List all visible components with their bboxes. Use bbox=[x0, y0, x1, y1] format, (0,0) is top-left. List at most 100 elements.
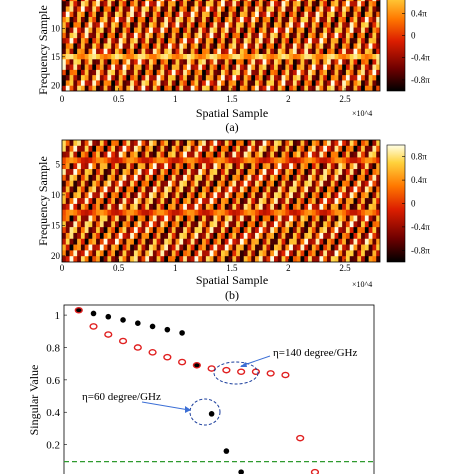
heatmap-cell bbox=[304, 215, 309, 222]
heatmap-cell bbox=[160, 186, 165, 193]
heatmap-cell bbox=[274, 54, 279, 60]
heatmap-cell bbox=[126, 38, 131, 44]
heatmap-cell bbox=[152, 198, 157, 205]
heatmap-cell bbox=[65, 145, 70, 152]
heatmap-cell bbox=[308, 256, 313, 262]
heatmap-cell bbox=[111, 151, 116, 158]
heatmap-cell bbox=[243, 80, 248, 87]
heatmap-cell bbox=[289, 69, 294, 76]
heatmap-cell bbox=[118, 174, 123, 181]
heatmap-cell bbox=[126, 1, 131, 7]
heatmap-cell bbox=[361, 54, 366, 60]
heatmap-cell bbox=[304, 75, 309, 81]
heatmap-cell bbox=[323, 169, 328, 176]
heatmap-cell bbox=[171, 80, 176, 87]
heatmap-cell bbox=[342, 27, 347, 34]
heatmap-cell bbox=[156, 238, 161, 245]
y-tick-label: 15 bbox=[51, 220, 61, 230]
heatmap-cell bbox=[262, 192, 267, 199]
heatmap-cell bbox=[285, 157, 290, 164]
heatmap-cell bbox=[77, 244, 82, 251]
heatmap-cell bbox=[80, 192, 86, 199]
heatmap-cell bbox=[69, 203, 74, 211]
heatmap-cell bbox=[175, 238, 180, 245]
heatmap-cell bbox=[368, 64, 373, 71]
heatmap-cell bbox=[209, 198, 214, 205]
heatmap-cell bbox=[179, 0, 184, 2]
heatmap-cell bbox=[353, 180, 358, 187]
heatmap-cell bbox=[194, 209, 199, 216]
heatmap-cell bbox=[88, 232, 93, 240]
heatmap-cell bbox=[221, 17, 226, 23]
heatmap-cell bbox=[221, 22, 226, 28]
heatmap-cell bbox=[171, 163, 176, 170]
heatmap-cell bbox=[99, 244, 104, 251]
heatmap-cell bbox=[69, 227, 74, 234]
heatmap-cell bbox=[213, 209, 218, 216]
heatmap-cell bbox=[115, 64, 120, 71]
heatmap-cell bbox=[319, 27, 324, 34]
heatmap-cell bbox=[65, 163, 70, 170]
heatmap-cell bbox=[228, 157, 233, 164]
heatmap-cell bbox=[266, 140, 271, 147]
heatmap-cell bbox=[311, 198, 316, 205]
x-tick-label: 2 bbox=[286, 263, 291, 273]
heatmap-cell bbox=[115, 198, 120, 205]
heatmap-cell bbox=[92, 163, 97, 170]
heatmap-cell bbox=[130, 157, 135, 164]
heatmap-cell bbox=[69, 186, 74, 193]
heatmap-cell bbox=[202, 140, 207, 147]
heatmap-cell bbox=[236, 0, 241, 2]
heatmap-cell bbox=[186, 0, 192, 2]
heatmap-cell bbox=[84, 151, 89, 158]
heatmap-cell bbox=[186, 238, 192, 245]
heatmap-cell bbox=[88, 59, 93, 65]
heatmap-cell bbox=[232, 48, 237, 55]
heatmap-cell bbox=[255, 43, 260, 50]
heatmap-cell bbox=[92, 221, 97, 228]
heatmap-cell bbox=[103, 250, 108, 257]
heatmap-cell bbox=[281, 227, 286, 234]
heatmap-cell bbox=[247, 0, 252, 2]
heatmap-cell bbox=[209, 43, 214, 50]
heatmap-cell bbox=[232, 221, 237, 228]
heatmap-cell bbox=[149, 221, 154, 228]
heatmap-cell bbox=[198, 59, 203, 65]
heatmap-cell bbox=[62, 250, 67, 257]
heatmap-cell bbox=[156, 232, 161, 240]
heatmap-cell bbox=[141, 140, 146, 147]
heatmap-cell bbox=[194, 169, 199, 176]
heatmap-cell bbox=[255, 151, 260, 158]
heatmap-cell bbox=[334, 256, 339, 262]
heatmap-cell bbox=[62, 69, 67, 76]
heatmap-cell bbox=[221, 85, 226, 91]
heatmap-cell bbox=[315, 221, 320, 228]
heatmap-cell bbox=[323, 221, 328, 228]
heatmap-cell bbox=[186, 203, 192, 211]
heatmap-cell bbox=[311, 38, 316, 44]
heatmap-cell bbox=[327, 157, 332, 164]
heatmap-cell bbox=[198, 145, 203, 152]
heatmap-cell bbox=[160, 198, 165, 205]
heatmap-cell bbox=[323, 256, 328, 262]
heatmap-cell bbox=[183, 244, 188, 251]
heatmap-cell bbox=[84, 85, 89, 91]
heatmap-cell bbox=[175, 69, 180, 76]
heatmap-cell bbox=[349, 174, 354, 181]
heatmap-cell bbox=[372, 192, 377, 199]
heatmap-cell bbox=[65, 48, 70, 55]
heatmap-cell bbox=[270, 192, 275, 199]
heatmap-cell bbox=[80, 256, 86, 262]
heatmap-cell bbox=[126, 11, 131, 18]
heatmap-cell bbox=[88, 38, 93, 44]
heatmap-cell bbox=[88, 221, 93, 228]
heatmap-cell bbox=[228, 22, 233, 28]
heatmap-cell bbox=[96, 192, 101, 199]
heatmap-cell bbox=[247, 209, 252, 216]
heatmap-cell bbox=[232, 32, 237, 39]
heatmap-cell bbox=[179, 43, 184, 50]
x-ticks-b: 0 0.5 1 1.5 2 2.5 bbox=[60, 259, 351, 273]
heatmap-cell bbox=[342, 85, 347, 91]
heatmap-cell bbox=[103, 27, 108, 34]
heatmap-cell bbox=[186, 75, 192, 81]
